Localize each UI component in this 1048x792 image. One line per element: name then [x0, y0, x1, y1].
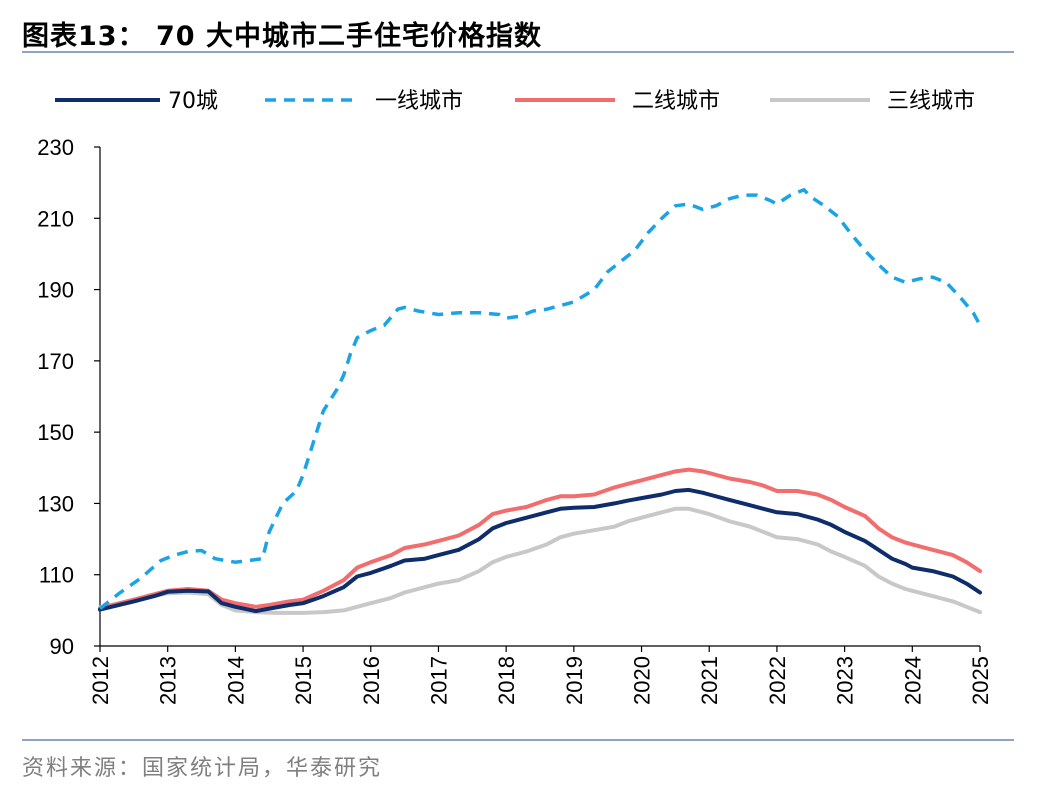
x-tick-label: 2012 — [88, 656, 113, 705]
series-line-0 — [98, 487, 982, 614]
legend-label-2: 二线城市 — [632, 89, 720, 114]
footer-divider — [22, 739, 1014, 741]
page-title: 图表13： 70 大中城市二手住宅价格指数 — [22, 21, 542, 52]
y-tick-label: 210 — [37, 206, 74, 231]
y-tick-label: 170 — [37, 349, 74, 374]
y-tick-label: 230 — [37, 135, 74, 160]
title-divider — [22, 51, 1014, 53]
series-line-3 — [98, 506, 982, 615]
line-chart: 70城 一线城市 二线城市 三线城市 90 110 130 150 170 190 210 230 2… — [37, 89, 993, 705]
y-tick-label: 150 — [37, 420, 74, 445]
x-tick-label: 2023 — [833, 656, 858, 705]
chart-legend: 70城 一线城市 二线城市 三线城市 — [55, 89, 975, 114]
x-tick-label: 2013 — [156, 656, 181, 705]
x-tick-label: 2019 — [562, 656, 587, 705]
y-tick-label: 190 — [37, 278, 74, 303]
y-tick-label: 130 — [37, 491, 74, 516]
x-tick-label: 2017 — [426, 656, 451, 705]
series-line-1 — [98, 188, 982, 610]
x-tick-label: 2014 — [223, 656, 248, 705]
y-tick-label: 90 — [50, 634, 74, 659]
x-tick-label: 2016 — [359, 656, 384, 705]
y-tick-label: 110 — [39, 563, 74, 588]
source-note: 资料来源：国家统计局，华泰研究 — [22, 756, 383, 781]
chart-axes: 90 110 130 150 170 190 210 230 2012 2013 2014 2015 2… — [37, 135, 993, 705]
legend-label-0: 70城 — [168, 89, 218, 114]
x-tick-label: 2015 — [291, 656, 316, 705]
series-line-2 — [98, 467, 982, 611]
legend-label-1: 一线城市 — [375, 89, 463, 114]
x-tick-label: 2020 — [630, 656, 655, 705]
x-tick-label: 2021 — [697, 656, 722, 705]
x-tick-label: 2025 — [968, 656, 993, 705]
x-tick-label: 2022 — [765, 656, 790, 705]
x-tick-label: 2018 — [494, 656, 519, 705]
legend-label-3: 三线城市 — [887, 89, 975, 114]
chart-series — [98, 188, 982, 615]
x-tick-label: 2024 — [900, 656, 925, 705]
